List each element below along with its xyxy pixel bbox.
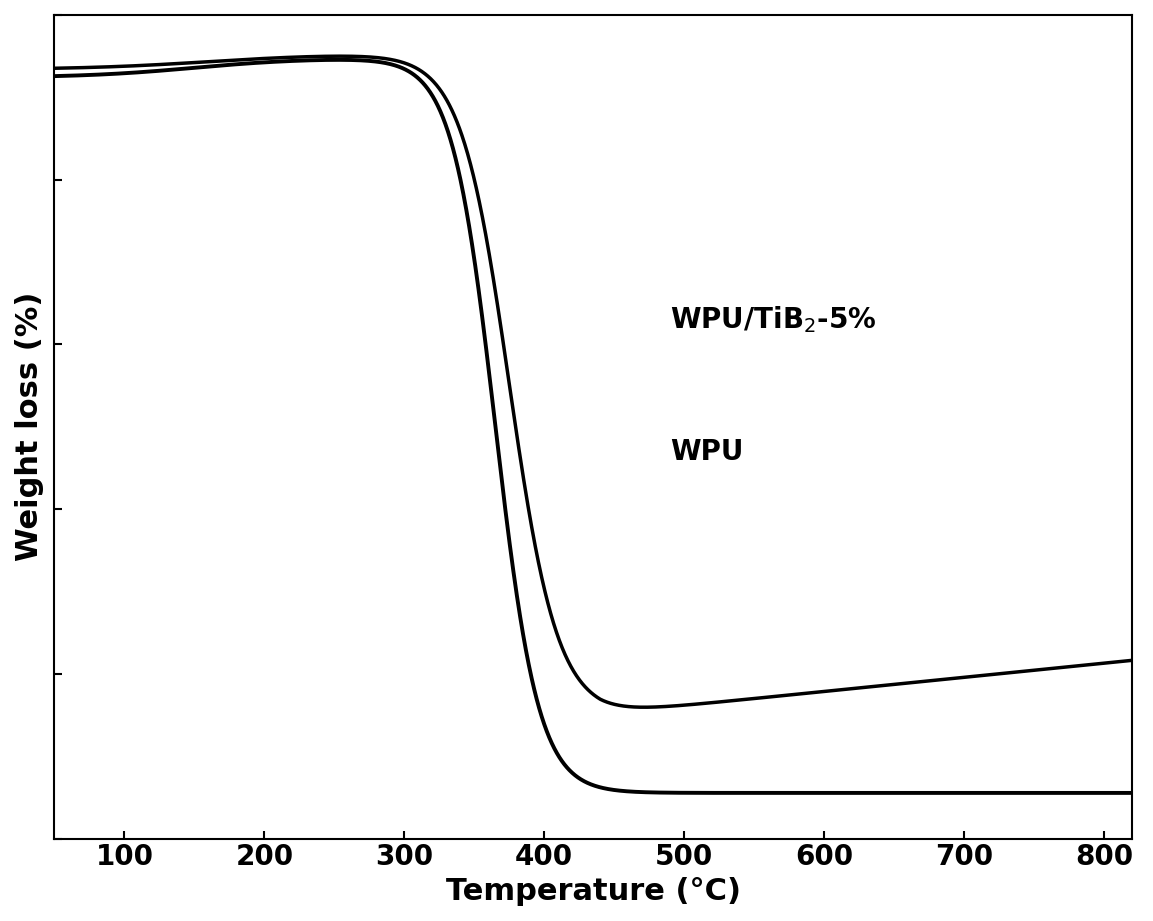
X-axis label: Temperature (°C): Temperature (°C)	[446, 877, 740, 906]
Text: WPU/TiB$_2$-5%: WPU/TiB$_2$-5%	[670, 304, 876, 334]
Text: WPU: WPU	[670, 437, 744, 466]
Y-axis label: Weight loss (%): Weight loss (%)	[15, 292, 44, 562]
